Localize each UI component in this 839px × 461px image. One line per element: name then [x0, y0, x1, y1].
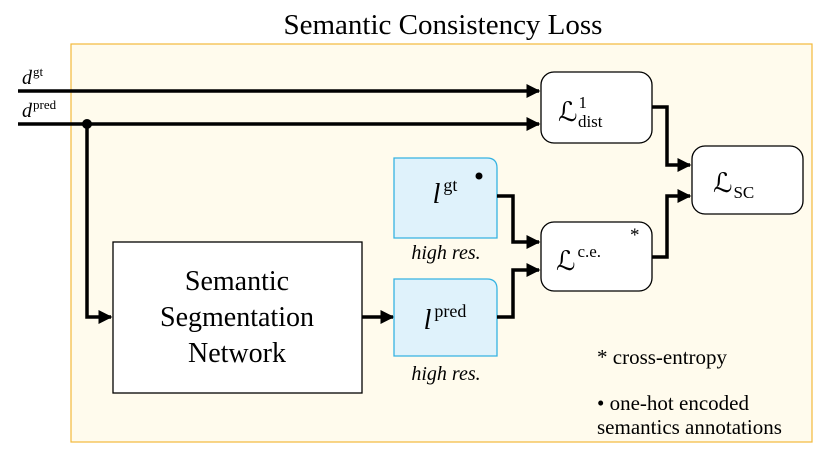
arrow-ce-to-sc [652, 189, 692, 259]
legend-onehot-line1: • one-hot encoded [597, 391, 749, 415]
network-line-3: Network [188, 338, 286, 369]
label-l-gt: l gt [433, 175, 458, 210]
l-pred-base: l [424, 305, 432, 336]
loss-sc-label: ℒSC [713, 168, 754, 202]
onehot-dot-marker [475, 172, 483, 180]
loss-ce-asterisk: * [630, 225, 640, 246]
l-gt-caption: high res. [411, 242, 480, 264]
loss-sc-base: ℒ [713, 168, 732, 198]
label-pred-box [393, 278, 498, 357]
d-gt-base: d [22, 67, 33, 89]
d-pred-base: d [22, 100, 33, 122]
loss-ce-sup: c.e. [577, 242, 601, 261]
label-d-gt: dgt [22, 64, 44, 89]
d-gt-sup: gt [33, 64, 44, 79]
l-pred-sup: pred [434, 301, 466, 321]
arrow-dist-to-sc [652, 105, 692, 172]
loss-sc-box [691, 145, 804, 215]
loss-dist-sub: dist [578, 112, 603, 131]
network-line-1: Semantic [185, 266, 289, 297]
d-pred-sup: pred [33, 97, 57, 112]
l-gt-sup: gt [443, 175, 457, 195]
arrow-lgt-to-ce [497, 194, 541, 249]
loss-dist-sup: 1 [578, 93, 587, 112]
diagram-title: Semantic Consistency Loss [284, 9, 603, 41]
loss-dist-base: ℒ [558, 97, 577, 127]
network-line-2: Segmentation [160, 302, 314, 333]
loss-dist-label: ℒ1 dist [558, 93, 603, 131]
l-gt-base: l [433, 179, 441, 210]
arrow-dpred-to-network [85, 124, 113, 324]
legend-cross-entropy: * cross-entropy [597, 345, 728, 369]
arrow-lpred-to-ce [497, 263, 541, 319]
loss-ce-base: ℒ [556, 246, 575, 276]
l-pred-caption: high res. [411, 363, 480, 385]
label-l-pred: l pred [424, 301, 467, 336]
legend-onehot-line2: semantics annotations [597, 415, 782, 439]
label-gt-box [393, 157, 498, 239]
loss-sc-sub: SC [733, 183, 754, 202]
label-d-pred: dpred [22, 97, 57, 122]
